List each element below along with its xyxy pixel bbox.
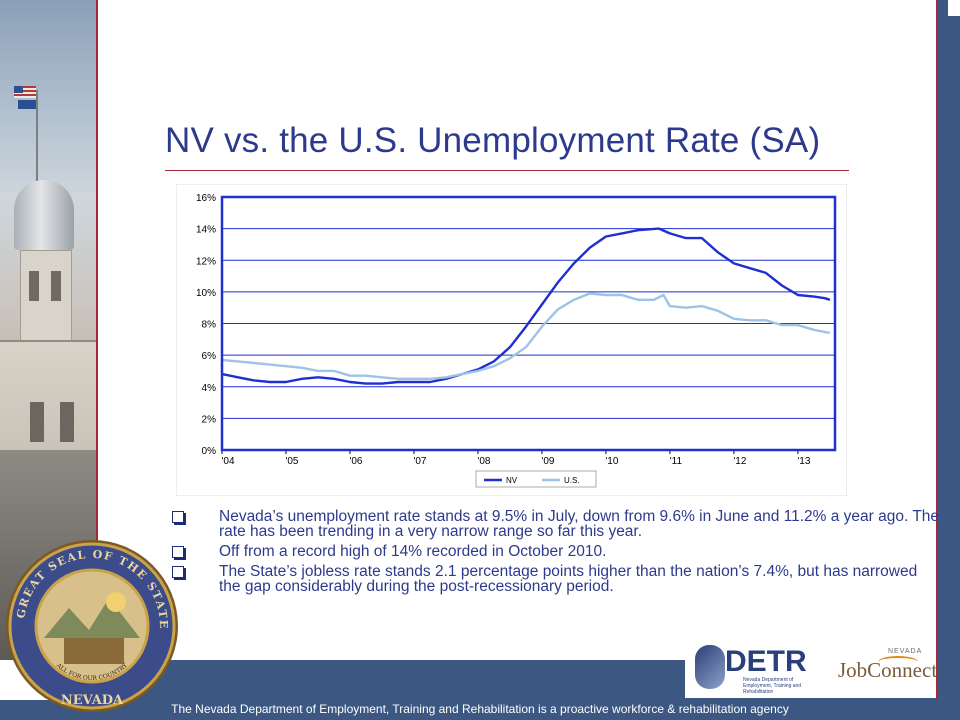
flag-pole — [36, 90, 38, 200]
seal-bottom-text: NEVADA — [61, 693, 124, 708]
y-tick-label: 16% — [196, 193, 216, 204]
bullet-text: Off from a record high of 14% recorded i… — [219, 543, 607, 560]
capitol-dome — [14, 180, 74, 250]
chart-series — [221, 227, 831, 385]
y-tick-label: 4% — [202, 383, 217, 394]
detr-logo: DETR Nevada Department of Employment, Tr… — [695, 643, 825, 695]
bullet-item: Nevada’s unemployment rate stands at 9.5… — [170, 509, 940, 539]
unemployment-chart: 0%2%4%6%8%10%12%14%16% '04'05'06'07'08'0… — [176, 184, 847, 496]
x-tick-label: '12 — [733, 456, 746, 467]
legend-label: NV — [506, 476, 518, 485]
nevada-flag-icon — [18, 100, 36, 109]
logo-panel — [685, 640, 936, 698]
y-tick-label: 10% — [196, 288, 216, 299]
us-flag-icon — [14, 86, 36, 98]
x-tick-label: '04 — [221, 456, 234, 467]
legend-box — [475, 470, 597, 488]
left-accent-rule — [96, 0, 98, 660]
footer-bar — [0, 700, 960, 720]
y-tick-label: 6% — [202, 351, 217, 362]
jobconnect-state: NEVADA — [888, 648, 923, 655]
x-tick-label: '07 — [413, 456, 426, 467]
checkbox-bullet-icon — [172, 566, 184, 578]
bullet-text: Nevada’s unemployment rate stands at 9.5… — [219, 508, 940, 540]
x-tick-label: '09 — [541, 456, 554, 467]
jobconnect-name: JobConnect — [838, 658, 938, 682]
nevada-state-shape-icon — [695, 645, 725, 689]
bullet-list: Nevada’s unemployment rate stands at 9.5… — [170, 509, 940, 599]
capitol-tower — [20, 250, 72, 342]
x-tick-label: '05 — [285, 456, 298, 467]
x-axis-ticks: '04 '05 '06 '07 '08 '09 '10 '11 '12 '13 — [221, 450, 811, 467]
x-tick-label: '08 — [477, 456, 490, 467]
nevada-state-seal: THE GREAT SEAL OF THE STATE OF ALL FOR O… — [4, 538, 178, 712]
x-tick-label: '13 — [797, 456, 810, 467]
detr-logo-subtitle: Nevada Department of Employment, Trainin… — [743, 677, 802, 695]
y-tick-label: 2% — [202, 414, 217, 425]
x-tick-label: '11 — [670, 456, 683, 467]
legend-label: U.S. — [564, 476, 580, 485]
y-tick-label: 0% — [202, 446, 217, 457]
series-line-us — [221, 292, 831, 380]
y-tick-label: 8% — [202, 320, 217, 331]
checkbox-bullet-icon — [172, 546, 184, 558]
detr-logo-name: DETR — [725, 645, 807, 678]
plot-frame — [220, 195, 837, 452]
series-line-nv — [221, 227, 831, 385]
right-color-band — [936, 0, 960, 720]
checkbox-bullet-icon — [172, 511, 184, 523]
y-tick-label: 12% — [196, 256, 216, 267]
footer-text: The Nevada Department of Employment, Tra… — [171, 702, 789, 716]
swoosh-icon — [878, 656, 918, 668]
footer-fade — [96, 660, 676, 700]
x-tick-label: '10 — [605, 456, 618, 467]
jobconnect-logo: NEVADA JobConnect — [838, 648, 938, 692]
bullet-text: The State’s jobless rate stands 2.1 perc… — [219, 563, 918, 595]
y-axis-ticks: 0% 2% 4% 6% 8% 10% 12% 14% 16% — [196, 193, 216, 457]
corner-notch — [948, 0, 960, 16]
chart-legend: NV U.S. — [475, 470, 597, 488]
title-underline — [165, 170, 849, 171]
bullet-item: The State’s jobless rate stands 2.1 perc… — [170, 564, 940, 594]
bullet-item: Off from a record high of 14% recorded i… — [170, 544, 940, 559]
chart-background — [176, 184, 847, 496]
x-tick-label: '06 — [349, 456, 362, 467]
y-tick-label: 14% — [196, 225, 216, 236]
slide-title: NV vs. the U.S. Unemployment Rate (SA) — [165, 121, 821, 160]
